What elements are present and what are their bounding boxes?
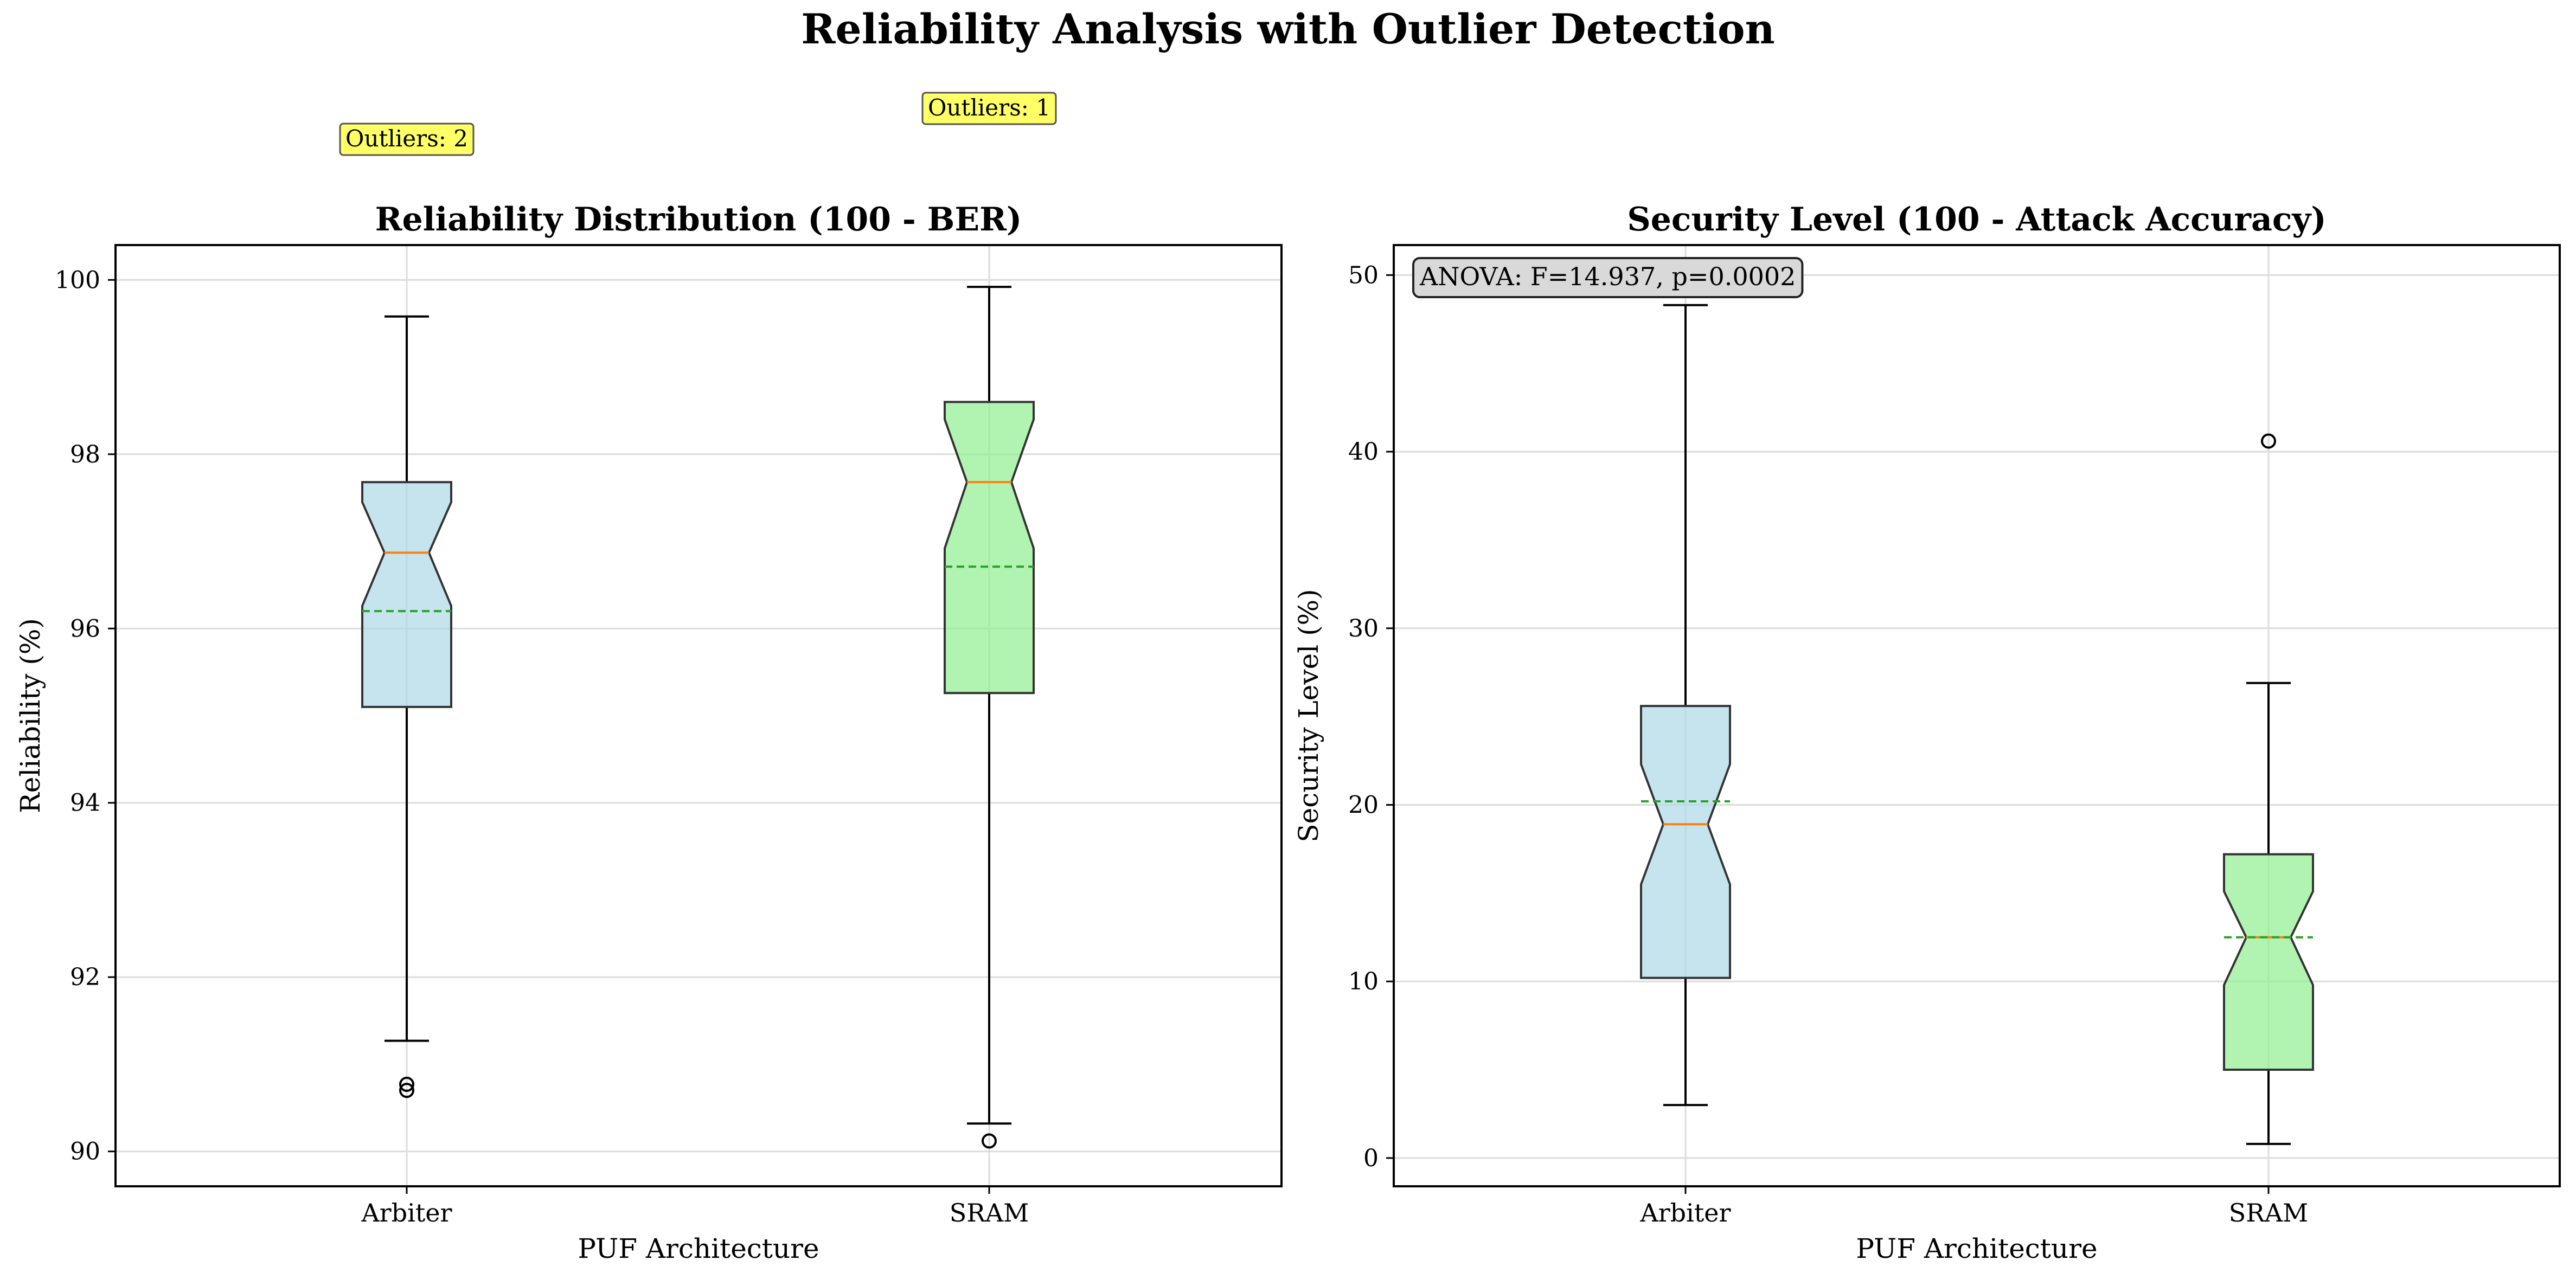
box-arbiter: [1641, 706, 1730, 978]
annotation-box: ANOVA: F=14.937, p=0.0002: [1413, 258, 1802, 297]
y-tick-label: 20: [1348, 791, 1379, 819]
reliability-chart: 90 92 94 96 98 100 Arbiter SRAM Reliability Dist…: [15, 93, 1281, 1264]
axes-frame: [1394, 245, 2560, 1186]
y-tick-label: 50: [1348, 261, 1379, 289]
y-tick-label: 98: [70, 441, 100, 468]
x-tick-label: Arbiter: [1639, 1198, 1731, 1227]
x-tick-label: SRAM: [2229, 1198, 2308, 1227]
chart-title: Security Level (100 - Attack Accuracy): [1627, 201, 2326, 239]
x-tick-label: SRAM: [950, 1198, 1029, 1227]
box-sram: [2224, 854, 2313, 1070]
box-arbiter: [362, 482, 451, 707]
y-tick-label: 96: [70, 615, 100, 642]
security-chart: 0 10 20 30 40 50 Arbiter SRAM Security Level (10…: [1293, 201, 2560, 1264]
y-tick-label: 92: [70, 963, 100, 991]
y-tick-label: 90: [70, 1138, 100, 1166]
x-tick-label: Arbiter: [361, 1198, 452, 1227]
y-axis-label: Reliability (%): [15, 618, 46, 813]
figure-title: Reliability Analysis with Outlier Detect…: [801, 5, 1775, 53]
x-axis-label: PUF Architecture: [578, 1233, 819, 1264]
y-tick-label: 10: [1348, 968, 1379, 995]
chart-title: Reliability Distribution (100 - BER): [375, 201, 1022, 239]
x-axis-label: PUF Architecture: [1856, 1233, 2097, 1264]
annotation-box: Outliers: 2: [340, 124, 473, 155]
annotation-text: Outliers: 2: [345, 125, 468, 152]
axes-frame: [116, 245, 1281, 1186]
annotation-text: ANOVA: F=14.937, p=0.0002: [1419, 262, 1796, 291]
y-tick-label: 0: [1363, 1145, 1379, 1172]
y-tick-label: 100: [55, 266, 100, 294]
y-tick-label: 30: [1348, 615, 1379, 642]
box-sram: [945, 402, 1034, 693]
y-tick-label: 94: [70, 789, 100, 817]
annotation-box: Outliers: 1: [922, 93, 1056, 124]
y-axis-label: Security Level (%): [1293, 589, 1324, 842]
y-tick-label: 40: [1348, 438, 1379, 466]
annotation-text: Outliers: 1: [928, 94, 1050, 121]
